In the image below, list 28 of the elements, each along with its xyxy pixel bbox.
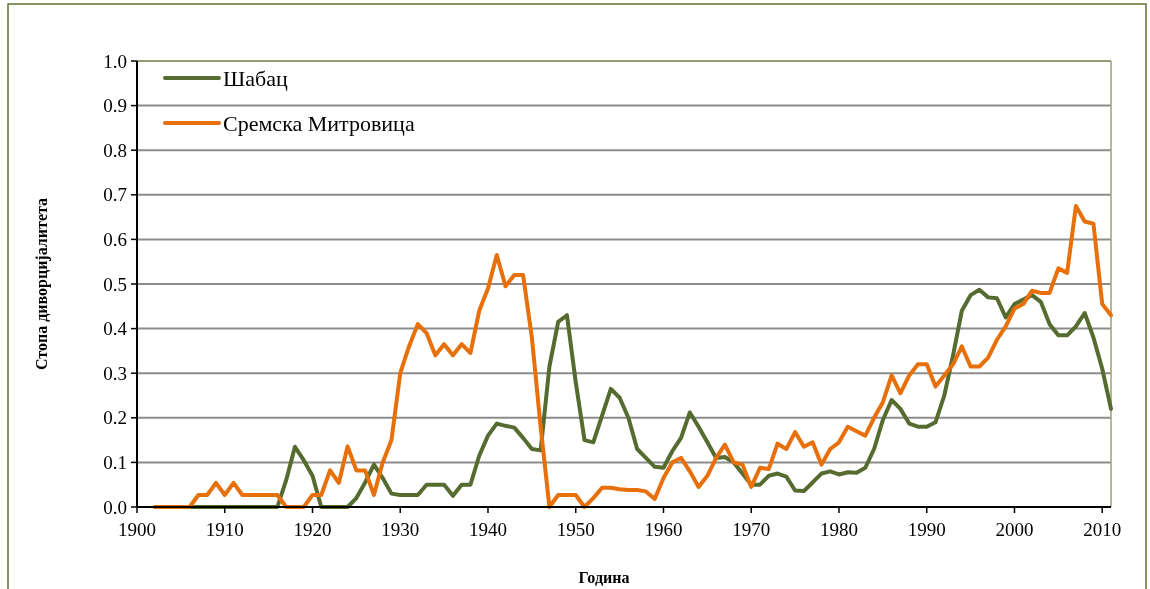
x-tick-label: 1910 [205, 519, 244, 540]
x-tick-label: 1900 [118, 519, 156, 540]
y-tick-label: 0.5 [103, 273, 127, 295]
x-tick-label: 1930 [381, 519, 420, 540]
x-tick-label: 1940 [468, 519, 507, 540]
y-tick-label: 1.0 [103, 50, 127, 72]
y-tick-label: 0.6 [103, 229, 127, 251]
x-tick-label: 2000 [995, 519, 1034, 540]
y-tick-label: 0.4 [103, 318, 128, 340]
y-tick-label: 0.1 [103, 452, 127, 474]
x-tick-label: 1990 [907, 519, 946, 540]
line-series [152, 203, 1113, 509]
y-tick-label: 0.3 [103, 362, 127, 384]
legend-label: Шабац [223, 65, 288, 91]
x-tick-label: 1920 [293, 519, 332, 540]
x-tick-label: 1950 [556, 519, 595, 540]
x-axis-title: Година [578, 569, 630, 586]
x-tick-label: 1980 [819, 519, 858, 540]
y-tick-label: 0.9 [103, 95, 127, 117]
x-tick-label: 2010 [1083, 519, 1122, 540]
y-tick-label: 0.0 [103, 496, 127, 518]
x-tick-label: 1970 [732, 519, 771, 540]
y-tick-label: 0.2 [103, 407, 127, 429]
legend-label: Сремска Митровица [223, 110, 415, 136]
y-tick-label: 0.8 [103, 139, 127, 161]
y-axis-title: Стопа диворцијалитета [33, 197, 51, 371]
x-tick-label: 1960 [644, 519, 683, 540]
y-tick-label: 0.7 [103, 184, 127, 206]
